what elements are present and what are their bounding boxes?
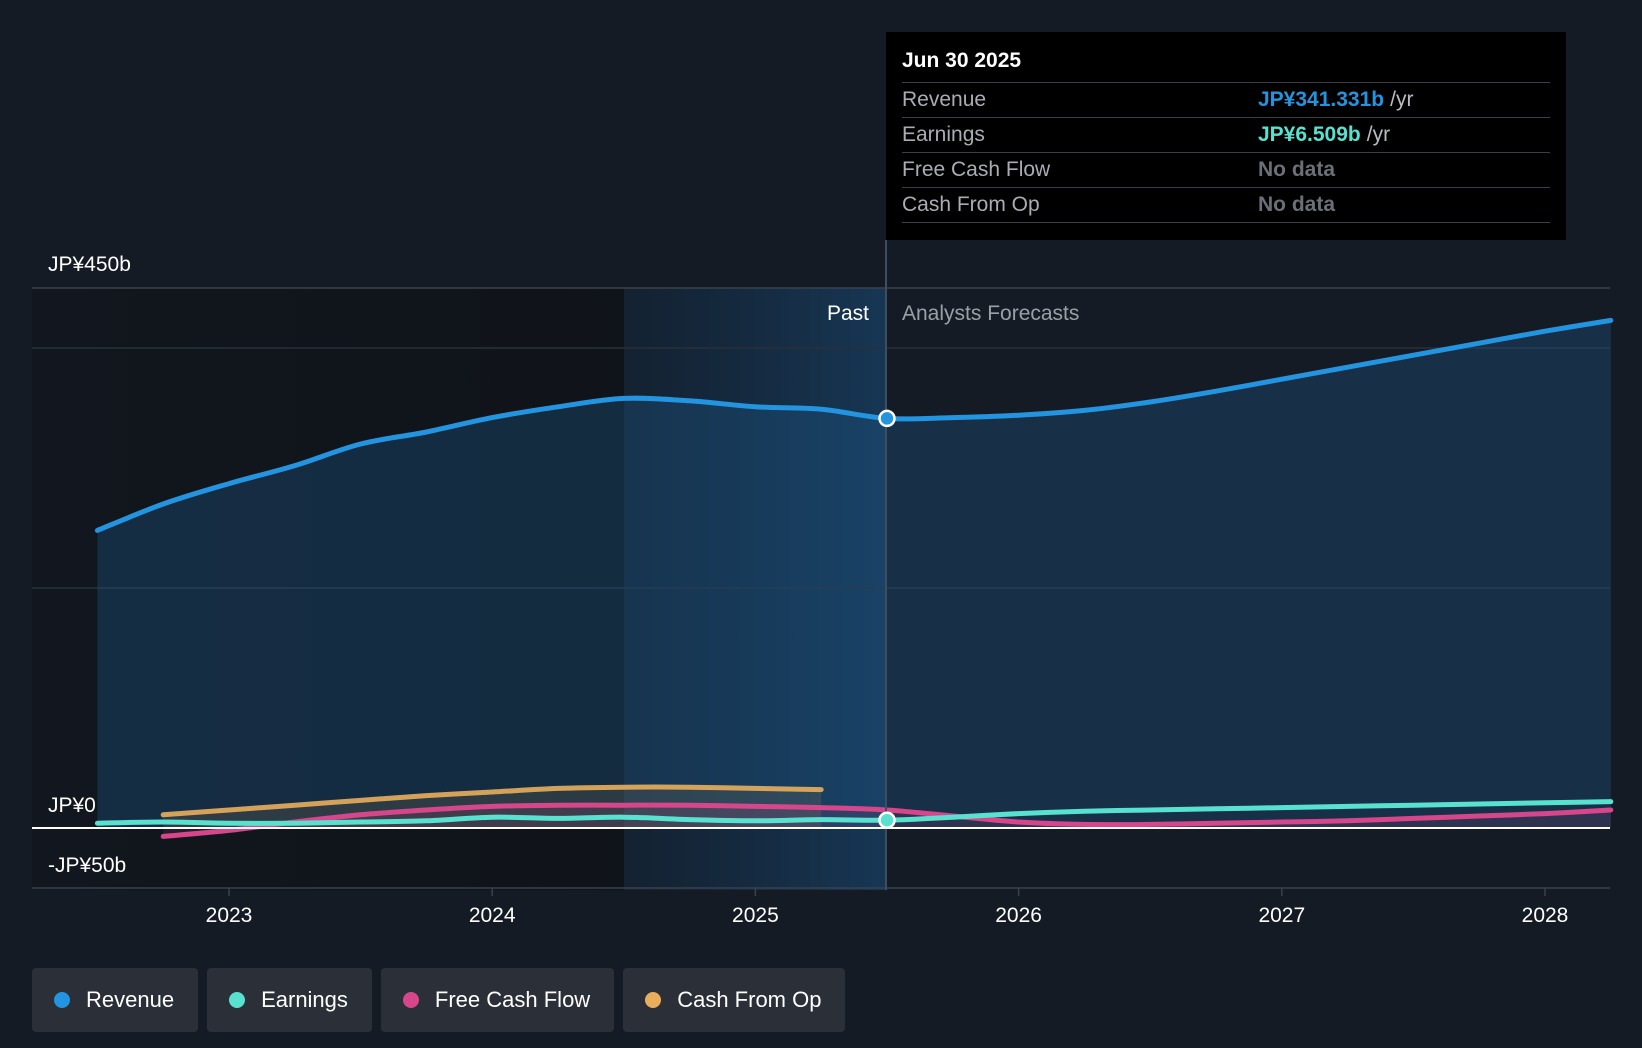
tooltip-label: Revenue xyxy=(902,88,987,111)
legend-label: Free Cash Flow xyxy=(434,987,591,1012)
x-tick-label: 2027 xyxy=(1258,904,1305,927)
tooltip-row-revenue: Revenue JP¥341.331b /yr xyxy=(902,82,1550,117)
tooltip-label: Cash From Op xyxy=(902,193,1040,216)
legend-label: Earnings xyxy=(261,987,348,1012)
x-tick-label: 2026 xyxy=(995,904,1042,927)
y-tick-label-bottom: -JP¥50b xyxy=(48,854,126,877)
forecast-label: Analysts Forecasts xyxy=(902,302,1079,325)
gridlines xyxy=(32,287,1610,889)
legend-item-free-cash-flow[interactable]: Free Cash Flow xyxy=(380,968,615,1032)
tooltip-date: Jun 30 2025 xyxy=(902,49,1022,72)
legend-label: Cash From Op xyxy=(677,987,822,1012)
legend-item-earnings[interactable]: Earnings xyxy=(207,968,372,1032)
tooltip-label: Free Cash Flow xyxy=(902,158,1051,181)
earnings-marker xyxy=(878,811,896,829)
legend-dot-icon xyxy=(645,992,662,1008)
tooltip-row-cash-from-op: Cash From Op No data xyxy=(902,187,1550,223)
earnings-line xyxy=(94,799,1614,826)
tooltip-unit: /yr xyxy=(1390,88,1414,111)
revenue-area xyxy=(97,320,1611,828)
revenue-line xyxy=(94,317,1614,533)
tooltip-value: No data xyxy=(1258,193,1336,216)
legend-label: Revenue xyxy=(86,987,175,1012)
legend-item-cash-from-op[interactable]: Cash From Op xyxy=(623,968,846,1032)
tooltip-value: JP¥6.509b xyxy=(1258,123,1361,146)
x-tick-label: 2028 xyxy=(1522,904,1569,927)
tooltip-value: JP¥341.331b xyxy=(1258,88,1385,111)
x-tick-label: 2025 xyxy=(732,904,779,927)
tooltip-row-earnings: Earnings JP¥6.509b /yr xyxy=(902,117,1550,152)
legend: Revenue Earnings Free Cash Flow Cash Fro… xyxy=(32,968,846,1032)
x-tick-label: 2024 xyxy=(469,904,516,927)
legend-dot-icon xyxy=(229,992,246,1008)
x-tick-label: 2023 xyxy=(206,904,253,927)
tooltip-label: Earnings xyxy=(902,123,985,146)
past-label: Past xyxy=(827,302,869,325)
tooltip: Jun 30 2025 Revenue JP¥341.331b /yr Earn… xyxy=(886,32,1566,240)
y-tick-label-zero: JP¥0 xyxy=(48,794,96,817)
tooltip-unit: /yr xyxy=(1366,123,1391,146)
legend-dot-icon xyxy=(402,992,419,1008)
markers xyxy=(878,409,896,829)
x-axis-ticks: 2023 2024 2025 2026 2027 2028 xyxy=(206,888,1569,927)
y-tick-label-top: JP¥450b xyxy=(48,253,131,276)
tooltip-row-free-cash-flow: Free Cash Flow No data xyxy=(902,152,1550,187)
legend-item-revenue[interactable]: Revenue xyxy=(32,968,199,1032)
tooltip-value: No data xyxy=(1258,158,1336,181)
revenue-marker xyxy=(878,409,896,428)
cash-from-op-line xyxy=(160,784,824,818)
legend-dot-icon xyxy=(54,992,70,1008)
